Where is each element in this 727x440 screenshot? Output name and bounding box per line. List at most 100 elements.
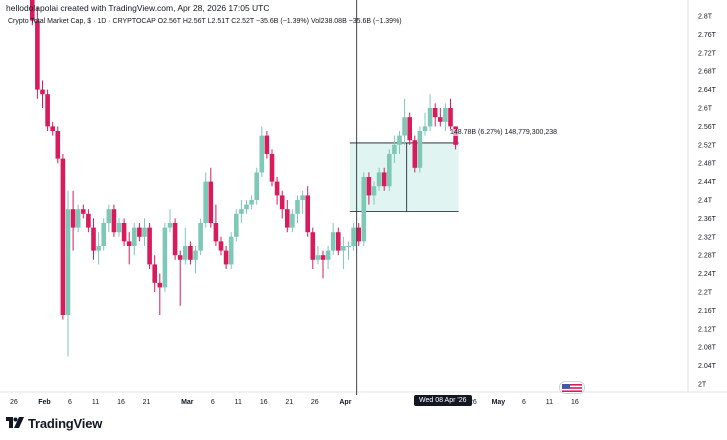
candle-body: [264, 135, 270, 154]
candle: [239, 200, 244, 223]
x-tick-label: 16: [117, 399, 125, 406]
candle-body: [330, 232, 336, 251]
candle-body: [172, 223, 178, 256]
candle: [162, 223, 168, 292]
candle-body: [234, 213, 239, 237]
candle-body: [336, 232, 341, 251]
candle: [259, 126, 265, 177]
candle: [422, 112, 428, 136]
candle-body: [356, 227, 361, 242]
x-axis[interactable]: 26Feb6111621Mar611162126Apr162126May6111…: [10, 399, 579, 406]
y-tick-label: 2.6T: [698, 106, 713, 113]
candle: [234, 209, 239, 242]
candle-body: [443, 108, 448, 122]
y-tick-label: 2.64T: [698, 87, 717, 94]
candle-body: [106, 209, 112, 223]
candle-body: [300, 195, 305, 200]
y-tick-label: 2.68T: [698, 69, 717, 76]
candle-body: [70, 209, 76, 228]
candle-body: [35, 20, 40, 90]
candle-body: [177, 255, 183, 260]
candle-body: [448, 108, 453, 127]
candle: [142, 218, 147, 246]
y-tick-label: 2T: [698, 382, 707, 389]
candle: [412, 135, 418, 173]
y-tick-label: 2.12T: [698, 326, 717, 333]
legend-volume: Vol238.08B: [310, 18, 347, 25]
candle-body: [285, 209, 290, 228]
tradingview-brand[interactable]: TradingView: [6, 416, 102, 431]
candle-body: [86, 213, 91, 228]
y-tick-label: 2.08T: [698, 345, 717, 352]
candle: [218, 236, 224, 256]
x-tick-label: 6: [68, 399, 72, 406]
crosshair-date-label: Wed 08 Apr '26: [414, 395, 472, 406]
candle-body: [50, 126, 55, 131]
brand-name: TradingView: [28, 416, 103, 431]
candle: [81, 204, 86, 219]
candle-body: [351, 227, 356, 246]
candle-body: [279, 195, 285, 210]
x-tick-label: 11: [92, 399, 99, 406]
candle: [325, 246, 331, 269]
candle: [336, 227, 341, 256]
x-tick-label: May: [492, 399, 506, 406]
candle: [417, 126, 423, 173]
candle: [55, 126, 61, 164]
y-tick-label: 2.04T: [698, 363, 717, 370]
y-tick-label: 2.36T: [698, 216, 717, 223]
y-tick-label: 2.16T: [698, 308, 717, 315]
candle-body: [152, 264, 157, 283]
candle: [213, 204, 219, 246]
x-tick-label: Mar: [181, 399, 194, 406]
y-axis[interactable]: 2.8T 2.76T 2.72T 2.68T 2.64T 2.6T 2.56T 2.52T 2.…: [698, 14, 717, 389]
candle: [172, 218, 178, 260]
candle-body: [137, 227, 142, 237]
y-tick-label: 2.32T: [698, 234, 717, 241]
candle-body: [366, 177, 372, 196]
us-flag-icon[interactable]: [559, 381, 585, 394]
candle-body: [387, 154, 392, 187]
legend-high: H2.56T: [182, 18, 206, 25]
candle-body: [361, 177, 367, 242]
legend-open: O2.56T: [157, 18, 181, 25]
measure-area[interactable]: [349, 142, 459, 212]
candle: [269, 149, 275, 187]
candle: [116, 218, 122, 237]
candle: [137, 223, 142, 242]
x-tick-label: 21: [143, 399, 151, 406]
candle-body: [422, 126, 428, 131]
candle: [310, 227, 316, 269]
legend-close: C2.52T: [231, 18, 255, 25]
candle-body: [305, 195, 310, 233]
candle: [361, 172, 367, 246]
candle: [300, 190, 305, 214]
candle: [351, 223, 356, 251]
y-tick-label: 2.56T: [698, 124, 717, 131]
candle: [188, 241, 193, 265]
candle: [387, 149, 392, 191]
candle: [101, 218, 106, 251]
candle-body: [295, 200, 300, 214]
candle-body: [30, 0, 35, 21]
y-tick-label: 2.4T: [698, 198, 713, 205]
candle-body: [259, 135, 265, 173]
candle: [111, 204, 117, 237]
candle: [30, 0, 35, 26]
candle: [254, 167, 259, 205]
candle: [121, 218, 127, 246]
candle: [274, 177, 280, 205]
candle: [320, 250, 326, 279]
candle-body: [193, 250, 198, 260]
x-tick-label: 16: [260, 399, 268, 406]
x-tick-label: 26: [469, 399, 477, 406]
legend-symbol-name[interactable]: Crypto Total Market Cap, $ · 1D · CRYPTO…: [8, 18, 156, 25]
candle-body: [412, 140, 418, 168]
candle: [432, 103, 438, 127]
measure-tool[interactable]: [349, 142, 459, 212]
y-tick-label: 2.28T: [698, 253, 717, 260]
x-tick-label: 11: [546, 399, 553, 406]
y-tick-label: 2.8T: [698, 14, 713, 21]
candle-body: [402, 117, 407, 136]
